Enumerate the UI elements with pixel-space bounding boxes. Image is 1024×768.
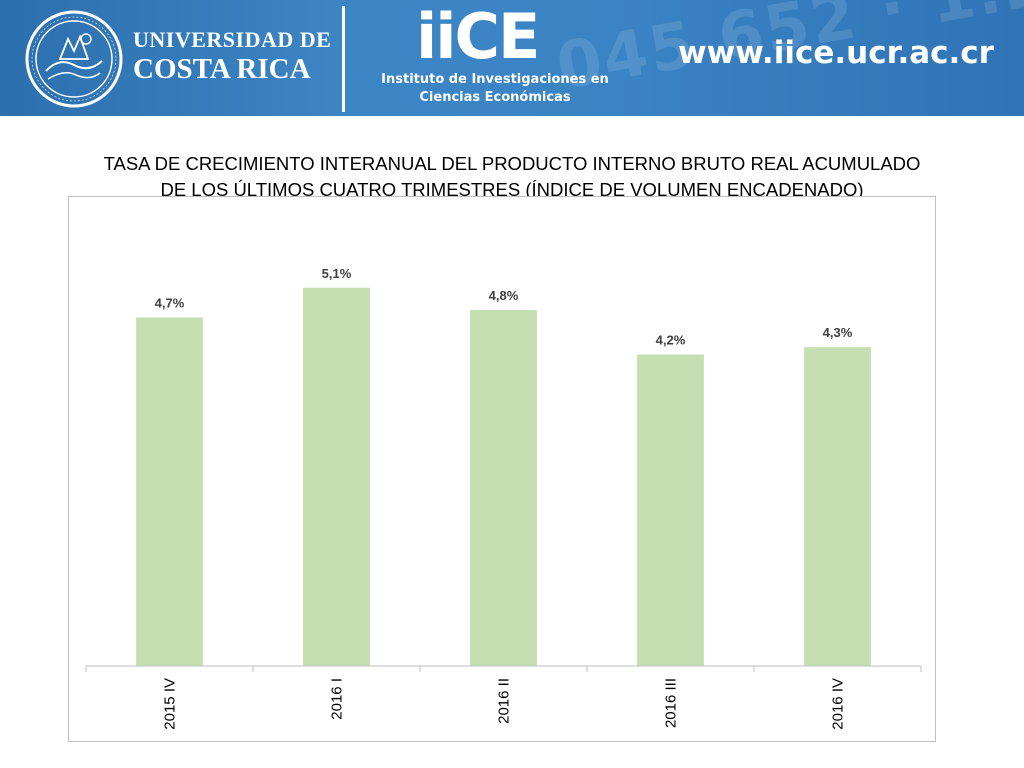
chart-area: 4,7% 2015 IV 5,1% 2016 I 4,8% 2016 II 4,2% 2016… [68, 196, 936, 742]
university-seal-icon [25, 10, 123, 108]
university-name-line2: COSTA RICA [133, 53, 311, 85]
data-label-2016-iii: 4,2% [656, 333, 686, 348]
data-label-2016-ii: 4,8% [489, 288, 519, 303]
bar-2015-iv [136, 317, 203, 666]
institute-name: Instituto de Investigaciones en Ciencias… [375, 71, 615, 107]
bar-2016-i [303, 287, 370, 666]
chart-title: TASA DE CRECIMIENTO INTERANUAL DEL PRODU… [20, 151, 1004, 203]
header-divider [342, 6, 345, 112]
data-label-2015-iv: 4,7% [155, 295, 185, 310]
chart-title-line1: TASA DE CRECIMIENTO INTERANUAL DEL PRODU… [103, 153, 921, 174]
data-label-2016-iv: 4,3% [823, 325, 853, 340]
bar-2016-ii [470, 310, 537, 666]
header-banner: 045 652 · 1.249 · 570 UNIVERSIDAD DE COS… [0, 0, 1024, 116]
data-label-2016-i: 5,1% [322, 266, 352, 281]
institute-logo: iiCE [416, 0, 540, 73]
university-name: UNIVERSIDAD DE COSTA RICA [133, 29, 331, 84]
x-tick-label-2016-iii: 2016 III [663, 678, 680, 728]
x-tick-label-2015-iv: 2015 IV [162, 678, 179, 730]
x-tick-label-2016-ii: 2016 II [496, 678, 513, 724]
x-tick-label-2016-iv: 2016 IV [830, 678, 847, 730]
website-url: www.iice.ucr.ac.cr [678, 35, 994, 71]
x-tick-label-2016-i: 2016 I [329, 678, 346, 720]
university-name-line1: UNIVERSIDAD DE [133, 27, 332, 52]
institute-name-line2: Ciencias Económicas [419, 90, 571, 105]
bar-2016-iv [804, 347, 871, 666]
bar-chart: 4,7% 2015 IV 5,1% 2016 I 4,8% 2016 II 4,2% 2016… [85, 266, 922, 730]
chart-title-line2: DE LOS ÚLTIMOS CUATRO TRIMESTRES (ÍNDICE… [160, 179, 864, 200]
bar-2016-iii [637, 354, 704, 666]
institute-name-line1: Instituto de Investigaciones en [381, 72, 609, 87]
